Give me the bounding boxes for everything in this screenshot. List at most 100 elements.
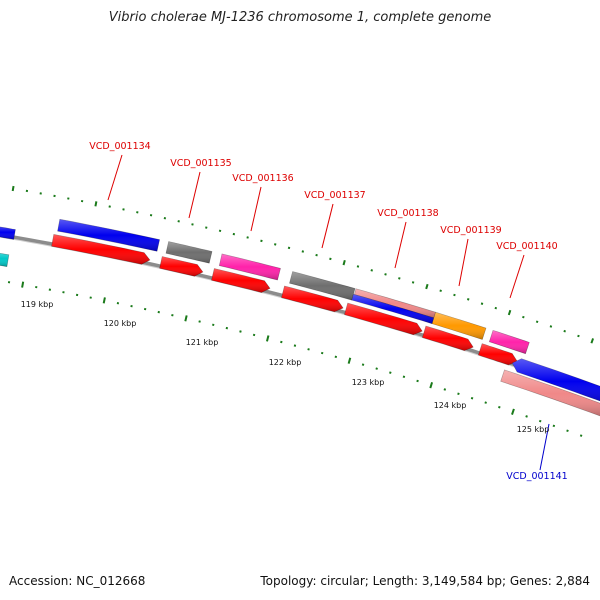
outer-tick <box>466 298 470 301</box>
inner-tick <box>552 424 556 428</box>
outer-tick <box>301 250 305 253</box>
gene-label: VCD_001135 <box>170 158 231 169</box>
outer-tick <box>480 302 484 305</box>
gene-label: VCD_001139 <box>440 225 501 236</box>
outer-tick <box>590 338 595 344</box>
outer-tick <box>94 201 98 207</box>
feature-gray-shading <box>166 241 212 264</box>
gene-label: VCD_001137 <box>304 190 365 201</box>
genome-summary-text: Topology: circular; Length: 3,149,584 bp… <box>260 574 590 588</box>
outer-tick-track <box>11 185 595 344</box>
outer-tick <box>398 277 401 280</box>
leader-line <box>509 254 525 299</box>
outer-tick <box>577 334 580 338</box>
outer-tick <box>507 309 512 316</box>
inner-tick <box>538 419 542 423</box>
outer-tick <box>329 257 332 261</box>
outer-tick <box>535 320 539 324</box>
ruler-label: 121 kbp <box>186 338 219 347</box>
cds-reverse-shading <box>478 343 518 365</box>
leader-line <box>250 186 262 232</box>
cds-reverse-shading <box>211 268 270 293</box>
gene-label: VCD_001141 <box>506 471 567 482</box>
kbp-label-layer: 119 kbp 120 kbp 121 kbp 122 kbp 123 kbp 124 k… <box>21 300 550 434</box>
outer-tick <box>549 325 553 328</box>
gene-label: VCD_001138 <box>377 208 438 219</box>
cds-forward-shading <box>57 219 160 252</box>
inner-tick <box>184 315 188 322</box>
outer-tick <box>522 315 525 319</box>
label-leader-lines <box>107 154 550 471</box>
inner-tick-track <box>7 281 583 437</box>
outer-tick <box>384 273 387 276</box>
inner-tick <box>443 388 447 391</box>
feature-cyan-shading <box>0 253 9 267</box>
outer-tick <box>342 259 346 266</box>
outer-tick <box>287 246 291 250</box>
cds-forward-shading <box>512 358 600 401</box>
ruler-label: 124 kbp <box>434 401 467 410</box>
leader-line <box>539 423 550 471</box>
feature-gray-shading <box>289 271 355 301</box>
outer-tick <box>453 293 456 297</box>
feature-magenta-shading <box>219 253 281 280</box>
inner-tick <box>416 379 419 383</box>
feature-track <box>0 218 600 417</box>
cds-forward-shading <box>0 226 16 240</box>
leader-line <box>458 238 469 287</box>
inner-tick <box>361 363 365 366</box>
leader-line <box>188 171 201 219</box>
inner-tick <box>525 415 528 418</box>
map-title: Vibrio cholerae MJ-1236 chromosome 1, co… <box>108 10 492 25</box>
outer-tick <box>370 269 373 272</box>
feature-magenta-shading <box>489 330 530 354</box>
inner-tick <box>579 434 583 437</box>
inner-tick <box>470 396 474 400</box>
inner-tick <box>265 335 270 342</box>
outer-tick <box>563 329 566 333</box>
ruler-label: 119 kbp <box>21 300 54 309</box>
cds-reverse-shading <box>281 286 344 312</box>
inner-tick <box>21 281 25 288</box>
cds-reverse-shading <box>344 303 423 335</box>
inner-tick <box>307 348 310 351</box>
cds-reverse-shading <box>422 326 474 351</box>
leader-line <box>394 221 407 269</box>
gene-label: VCD_001140 <box>496 241 557 252</box>
inner-tick <box>102 297 106 304</box>
cds-forward-shading <box>351 294 434 324</box>
feature-salmon-shading <box>500 369 600 416</box>
inner-tick <box>429 382 434 389</box>
outer-tick <box>411 281 415 284</box>
inner-tick <box>389 371 392 374</box>
inner-tick <box>511 408 515 415</box>
inner-tick <box>566 429 569 433</box>
inner-tick <box>457 392 460 396</box>
inner-tick <box>484 401 487 404</box>
inner-tick <box>375 367 378 370</box>
ruler-label: 123 kbp <box>352 378 385 387</box>
gene-label: VCD_001136 <box>232 173 293 184</box>
leader-line <box>107 154 123 201</box>
cds-reverse-shading <box>51 234 150 265</box>
cds-reverse-shading <box>159 256 203 277</box>
inner-tick <box>320 351 324 355</box>
ruler-label: 120 kbp <box>104 319 137 328</box>
leader-line <box>321 203 334 249</box>
gene-label: VCD_001134 <box>89 141 150 152</box>
outer-tick <box>439 289 442 292</box>
ruler-label: 125 kbp <box>517 425 550 434</box>
inner-tick <box>334 355 338 359</box>
accession-text: Accession: NC_012668 <box>9 574 146 588</box>
outer-tick <box>494 306 498 310</box>
feature-orange-shading <box>432 312 486 340</box>
inner-tick <box>498 405 501 409</box>
ruler-label: 122 kbp <box>269 358 302 367</box>
inner-tick <box>402 375 406 379</box>
feature-salmon-shading <box>354 288 436 318</box>
outer-tick <box>315 253 318 257</box>
inner-tick <box>293 344 297 347</box>
inner-tick <box>347 357 352 364</box>
